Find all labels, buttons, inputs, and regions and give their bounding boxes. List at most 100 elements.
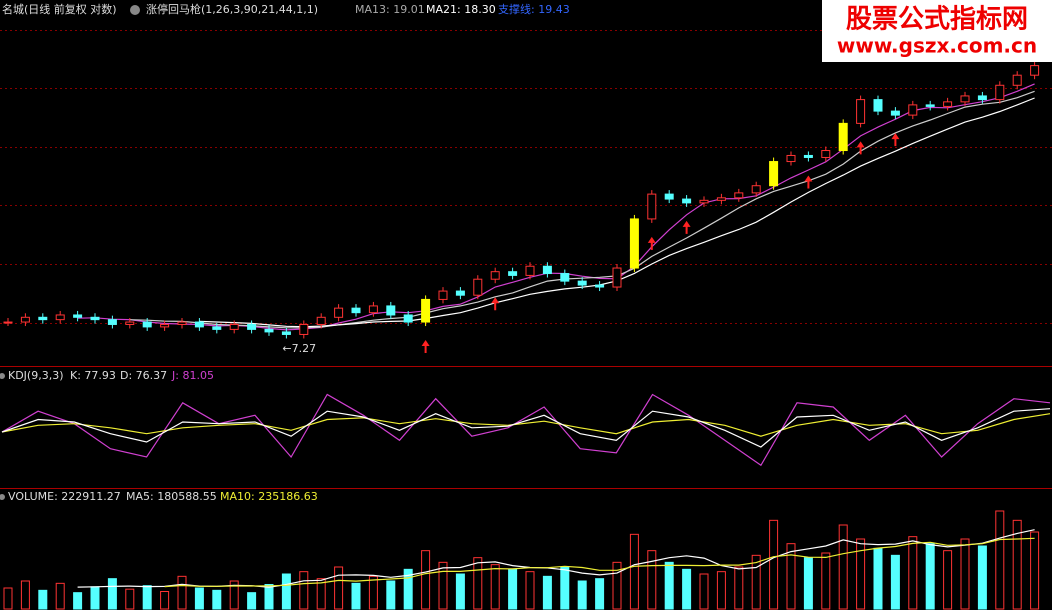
candle xyxy=(177,321,187,325)
candle xyxy=(838,122,848,152)
ma10-label: MA10: 235186.63 xyxy=(220,490,318,503)
volume-bar xyxy=(612,561,622,610)
candle xyxy=(438,290,448,300)
candle xyxy=(821,150,831,158)
panel-dot xyxy=(0,373,5,379)
candle xyxy=(455,290,465,296)
candle xyxy=(229,323,239,330)
volume-bar xyxy=(438,561,448,610)
volume-bar xyxy=(838,524,848,610)
candle xyxy=(73,314,83,318)
candle xyxy=(264,328,274,333)
ma13-label: MA13: 19.01 xyxy=(355,3,425,16)
kdj-title: KDJ(9,3,3) xyxy=(8,369,64,382)
volume-bar xyxy=(821,552,831,610)
candle xyxy=(142,321,152,328)
volume-bar xyxy=(751,554,761,610)
volume-bar xyxy=(595,578,605,610)
candle xyxy=(734,192,744,199)
volume-bar xyxy=(38,589,48,610)
candle xyxy=(873,99,883,112)
candle xyxy=(160,323,170,328)
volume-bar xyxy=(3,587,13,610)
volume-bar xyxy=(908,536,918,610)
candle xyxy=(1030,65,1040,76)
volume-bar xyxy=(490,564,500,610)
volume-bar xyxy=(542,575,552,610)
symbol: 名城(日线 前复权 对数) xyxy=(2,2,117,16)
candle xyxy=(890,110,900,116)
candle xyxy=(212,326,222,330)
volume-bar xyxy=(890,554,900,610)
candle xyxy=(629,218,639,269)
volume-bar xyxy=(873,547,883,610)
candle xyxy=(769,161,779,187)
candle xyxy=(751,185,761,194)
volume-bar xyxy=(769,519,779,610)
candle xyxy=(38,316,48,321)
candle xyxy=(856,99,866,124)
volume-bar xyxy=(194,587,204,610)
volume-bar xyxy=(421,550,431,610)
volume-bar xyxy=(247,592,257,610)
candle xyxy=(943,101,953,107)
volume-bar xyxy=(281,573,291,610)
volume-bar xyxy=(699,573,709,610)
volume-bar xyxy=(1030,531,1040,610)
volume-bar xyxy=(73,592,83,610)
volume-bar xyxy=(786,543,796,610)
volume-bar xyxy=(403,568,413,610)
candle xyxy=(525,265,535,276)
candle xyxy=(107,319,117,325)
volume-bar xyxy=(525,571,535,610)
candle xyxy=(786,154,796,163)
volume-title: VOLUME: 222911.27 xyxy=(8,490,121,503)
volume-bar xyxy=(943,550,953,610)
candle xyxy=(682,198,692,204)
volume-bar xyxy=(647,550,657,610)
candle xyxy=(803,154,813,158)
candle xyxy=(595,284,605,288)
volume-bar xyxy=(977,545,987,610)
panel-dot xyxy=(0,494,5,500)
volume-bar xyxy=(334,566,344,610)
ma5-label: MA5: 180588.55 xyxy=(126,490,217,503)
plot: ←7.27 xyxy=(1,61,1051,610)
volume-bar xyxy=(212,589,222,610)
volume-bar xyxy=(20,580,30,610)
dropdown-icon[interactable] xyxy=(130,5,140,15)
volume-bar xyxy=(508,568,518,610)
volume-bar xyxy=(299,571,309,610)
volume-bar xyxy=(368,575,378,610)
candle xyxy=(473,278,483,296)
volume-bar xyxy=(177,575,187,610)
signal-arrow xyxy=(647,236,656,250)
volume-bar xyxy=(455,573,465,610)
candle xyxy=(925,104,935,107)
volume-bar xyxy=(925,543,935,610)
candle xyxy=(334,307,344,318)
support-label: 支撑线: 19.43 xyxy=(498,2,570,16)
candle xyxy=(960,95,970,103)
candle xyxy=(421,298,431,323)
candle xyxy=(316,316,326,325)
candle xyxy=(490,271,500,280)
watermark-title: 股票公式指标网 xyxy=(846,5,1028,35)
candle xyxy=(647,193,657,220)
volume-bar xyxy=(716,571,726,610)
volume-bar xyxy=(803,557,813,610)
grid xyxy=(0,30,1052,324)
signal-arrow xyxy=(682,220,691,234)
candle xyxy=(699,199,709,204)
volume-bar xyxy=(734,566,744,610)
candle xyxy=(977,95,987,101)
volume-bar xyxy=(577,580,587,610)
watermark-box xyxy=(822,0,1052,62)
indicator-name: 涨停回马枪(1,26,3,90,21,44,1,1) xyxy=(146,2,318,16)
volume-bar xyxy=(55,582,65,610)
volume-bar xyxy=(473,557,483,610)
signal-arrow xyxy=(421,340,430,354)
candle xyxy=(90,316,100,321)
